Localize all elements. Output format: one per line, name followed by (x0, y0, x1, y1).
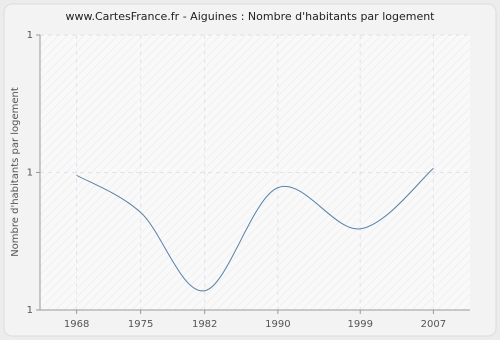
y-tick-label: 1 (27, 30, 33, 41)
chart-title: www.CartesFrance.fr - Aiguines : Nombre … (66, 10, 436, 23)
y-axis-label: Nombre d'habitants par logement (10, 87, 21, 257)
x-tick-label: 1982 (192, 319, 217, 330)
plot-area (40, 35, 470, 310)
x-tick-label: 1990 (265, 319, 290, 330)
x-tick-label: 1999 (347, 319, 372, 330)
x-tick-label: 1968 (64, 319, 89, 330)
y-tick-label: 1 (27, 305, 33, 316)
x-tick-label: 1975 (128, 319, 153, 330)
y-tick-label: 1 (27, 168, 33, 179)
data-line (76, 167, 434, 292)
x-tick-label: 2007 (421, 319, 446, 330)
